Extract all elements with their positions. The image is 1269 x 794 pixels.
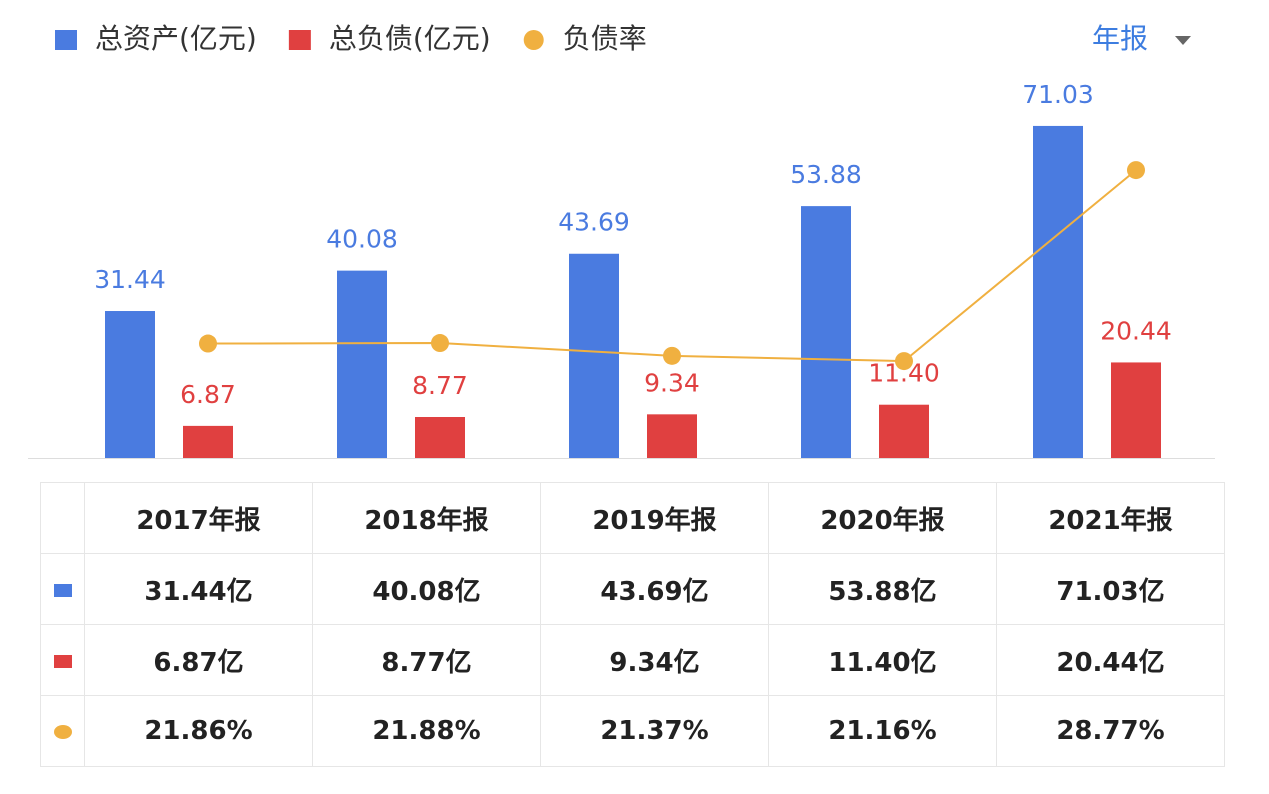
cell: 40.08亿 — [312, 553, 541, 625]
line-point — [1127, 161, 1145, 180]
line-point — [431, 334, 449, 353]
bar — [647, 414, 697, 458]
legend-marker — [523, 30, 544, 50]
legend-label: 负债率 — [563, 22, 647, 55]
cell: 21.86% — [84, 695, 313, 767]
cell: 9.34亿 — [540, 624, 769, 696]
cell: 21.16% — [768, 695, 997, 767]
bar — [337, 270, 387, 458]
value-label: 8.77 — [412, 371, 468, 400]
bar — [801, 206, 851, 458]
header-cell: 2020年报 — [768, 482, 997, 554]
value-label: 40.08 — [326, 225, 398, 254]
cell: 21.37% — [540, 695, 769, 767]
bar — [415, 417, 465, 458]
icon-cell — [40, 624, 85, 696]
header-cell: 2017年报 — [84, 482, 313, 554]
bar — [183, 425, 233, 458]
value-label: 20.44 — [1100, 316, 1172, 345]
line-point — [895, 352, 913, 371]
cell: 6.87亿 — [84, 624, 313, 696]
period-selector[interactable]: 年报 — [1092, 22, 1191, 55]
header-cell: 2018年报 — [312, 482, 541, 554]
legend-marker — [55, 30, 77, 50]
cell: 11.40亿 — [768, 624, 997, 696]
icon-cell — [40, 482, 85, 554]
value-label: 9.34 — [644, 368, 700, 397]
legend-label: 总资产(亿元) — [95, 22, 257, 55]
icon-cell — [40, 553, 85, 625]
bar — [105, 311, 155, 458]
data-table: 2017年报 2018年报 2019年报 2020年报 2021年报 31.44亿 40.0… — [40, 482, 1225, 767]
cell: 71.03亿 — [996, 553, 1225, 625]
header-cell: 2021年报 — [996, 482, 1225, 554]
value-label: 43.69 — [558, 208, 630, 237]
table-row: 6.87亿 8.77亿 9.34亿 11.40亿 20.44亿 — [40, 624, 1225, 696]
bar — [1111, 362, 1161, 458]
value-label: 71.03 — [1022, 80, 1094, 109]
value-label: 53.88 — [790, 160, 862, 189]
chart: 年报 总资产(亿元) 总负债(亿元) 负债率 31.44 40.08 43.69 53.88… — [28, 22, 1215, 459]
table-header-row: 2017年报 2018年报 2019年报 2020年报 2021年报 — [40, 482, 1225, 554]
row-marker — [53, 584, 72, 597]
row-marker — [53, 655, 72, 668]
cell: 31.44亿 — [84, 553, 313, 625]
legend-label: 总负债(亿元) — [329, 22, 491, 55]
value-label: 31.44 — [94, 265, 166, 294]
table-row: 21.86% 21.88% 21.37% 21.16% 28.77% — [40, 695, 1225, 767]
row-marker — [53, 725, 72, 739]
icon-cell — [40, 695, 85, 767]
cell: 53.88亿 — [768, 553, 997, 625]
period-label[interactable]: 年报 — [1092, 22, 1148, 55]
cell: 21.88% — [312, 695, 541, 767]
dropdown-arrow[interactable] — [1175, 36, 1191, 45]
line-point — [199, 334, 217, 353]
table-row: 31.44亿 40.08亿 43.69亿 53.88亿 71.03亿 — [40, 553, 1225, 625]
cell: 43.69亿 — [540, 553, 769, 625]
bar — [569, 253, 619, 458]
bar — [1033, 125, 1083, 458]
header-cell: 2019年报 — [540, 482, 769, 554]
cell: 28.77% — [996, 695, 1225, 767]
line-point — [663, 346, 681, 365]
cell: 8.77亿 — [312, 624, 541, 696]
bar — [879, 404, 929, 458]
value-label: 6.87 — [180, 380, 236, 409]
cell: 20.44亿 — [996, 624, 1225, 696]
legend-marker — [288, 30, 311, 50]
